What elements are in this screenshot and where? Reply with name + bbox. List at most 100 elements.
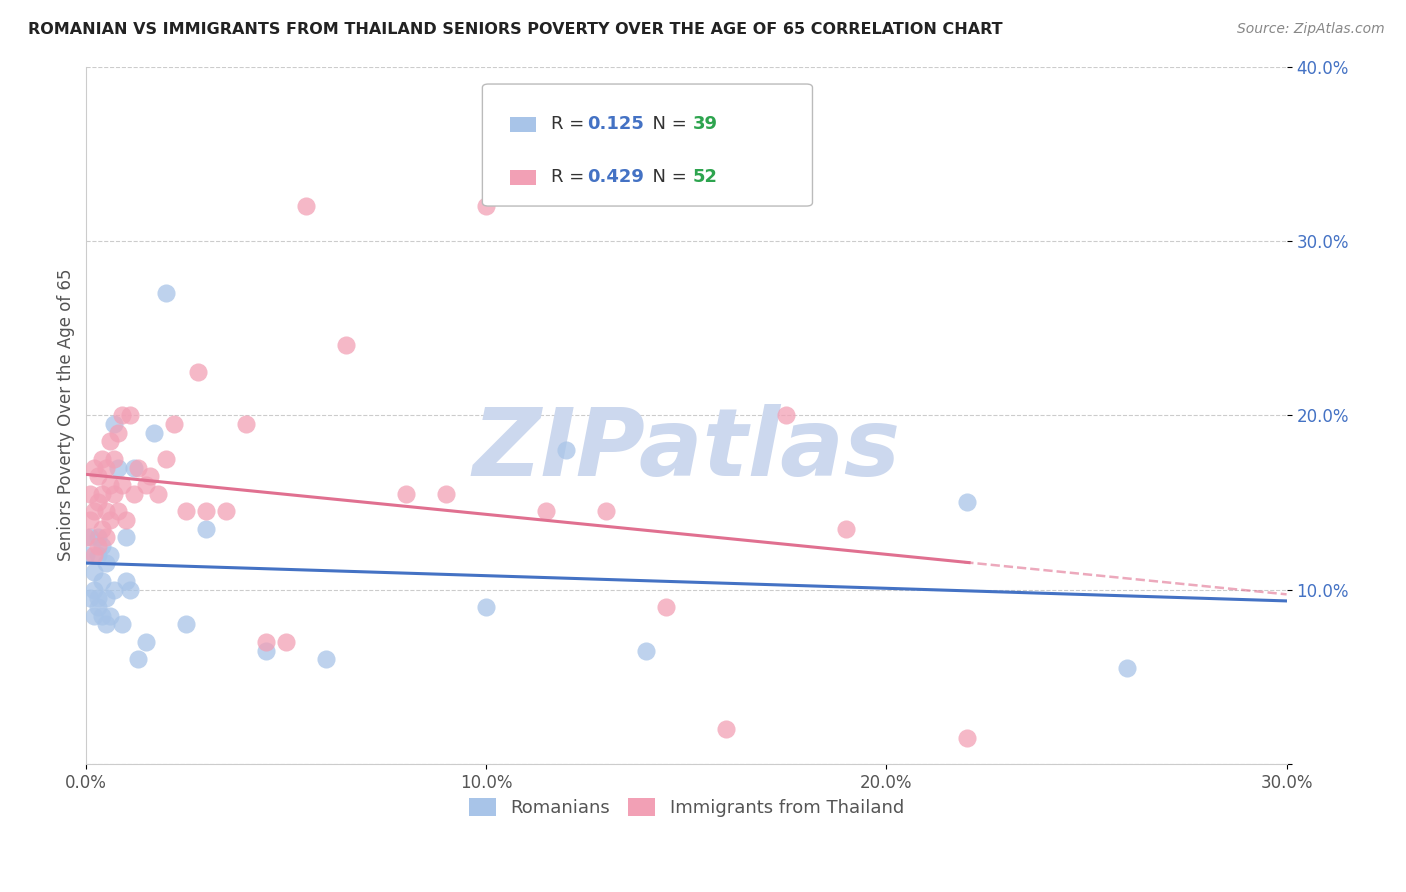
Point [103,486,125,500]
Point [91,522,114,536]
Point [536,504,558,518]
Text: R =: R = [551,115,589,133]
Point [195,522,218,536]
Point [87,548,110,562]
Point [475,199,498,213]
Point [91,486,114,500]
Point [75,530,97,544]
Point [155,451,177,466]
Point [434,486,457,500]
Point [103,451,125,466]
Point [335,338,357,352]
Legend: Romanians, Immigrants from Thailand: Romanians, Immigrants from Thailand [461,790,911,824]
Point [716,722,738,736]
Point [187,365,209,379]
Point [195,504,218,518]
Point [115,513,138,527]
Point [83,565,105,579]
Point [139,469,162,483]
Point [254,643,277,657]
Point [295,199,318,213]
Point [83,608,105,623]
Point [1115,661,1137,675]
Point [79,486,101,500]
Point [148,486,170,500]
Point [87,591,110,606]
Point [91,574,114,588]
Point [75,548,97,562]
Point [103,417,125,431]
Point [124,486,146,500]
Point [107,504,129,518]
Point [315,652,337,666]
Point [120,408,142,422]
Point [120,582,142,597]
Text: R =: R = [551,169,589,186]
Point [636,643,658,657]
Point [98,478,121,492]
Text: 0.429: 0.429 [586,169,644,186]
Point [955,495,977,509]
Point [115,574,138,588]
Point [124,460,146,475]
FancyBboxPatch shape [482,84,813,206]
Point [96,617,118,632]
Point [79,513,101,527]
Point [103,582,125,597]
Point [98,608,121,623]
Point [555,443,578,458]
Point [254,635,277,649]
Point [96,557,118,571]
Point [475,599,498,614]
Point [655,599,678,614]
Text: 0.125: 0.125 [586,115,644,133]
Point [276,635,298,649]
Point [98,434,121,449]
Point [595,504,617,518]
Point [91,451,114,466]
Point [87,495,110,509]
Point [83,504,105,518]
Text: Source: ZipAtlas.com: Source: ZipAtlas.com [1237,22,1385,37]
Point [163,417,186,431]
Point [111,478,134,492]
Point [79,530,101,544]
Point [83,460,105,475]
Point [79,591,101,606]
Point [215,504,238,518]
Point [395,486,418,500]
Point [135,635,157,649]
Point [955,731,977,745]
Point [143,425,166,440]
Point [176,617,198,632]
Point [111,408,134,422]
Point [127,460,149,475]
Point [83,548,105,562]
Point [835,522,858,536]
Point [87,469,110,483]
Point [96,460,118,475]
Point [91,608,114,623]
Point [235,417,257,431]
Point [83,582,105,597]
Text: ROMANIAN VS IMMIGRANTS FROM THAILAND SENIORS POVERTY OVER THE AGE OF 65 CORRELAT: ROMANIAN VS IMMIGRANTS FROM THAILAND SEN… [28,22,1002,37]
Point [115,530,138,544]
Point [96,591,118,606]
Text: 52: 52 [692,169,717,186]
Point [135,478,157,492]
Point [107,460,129,475]
Point [96,504,118,518]
Point [91,539,114,553]
Point [87,530,110,544]
Point [98,548,121,562]
Y-axis label: Seniors Poverty Over the Age of 65: Seniors Poverty Over the Age of 65 [58,269,75,561]
FancyBboxPatch shape [510,169,537,185]
FancyBboxPatch shape [510,117,537,132]
Point [127,652,149,666]
Point [111,617,134,632]
Text: 39: 39 [692,115,717,133]
Point [176,504,198,518]
Point [96,530,118,544]
Text: N =: N = [641,169,692,186]
Text: ZIPatlas: ZIPatlas [472,404,900,496]
